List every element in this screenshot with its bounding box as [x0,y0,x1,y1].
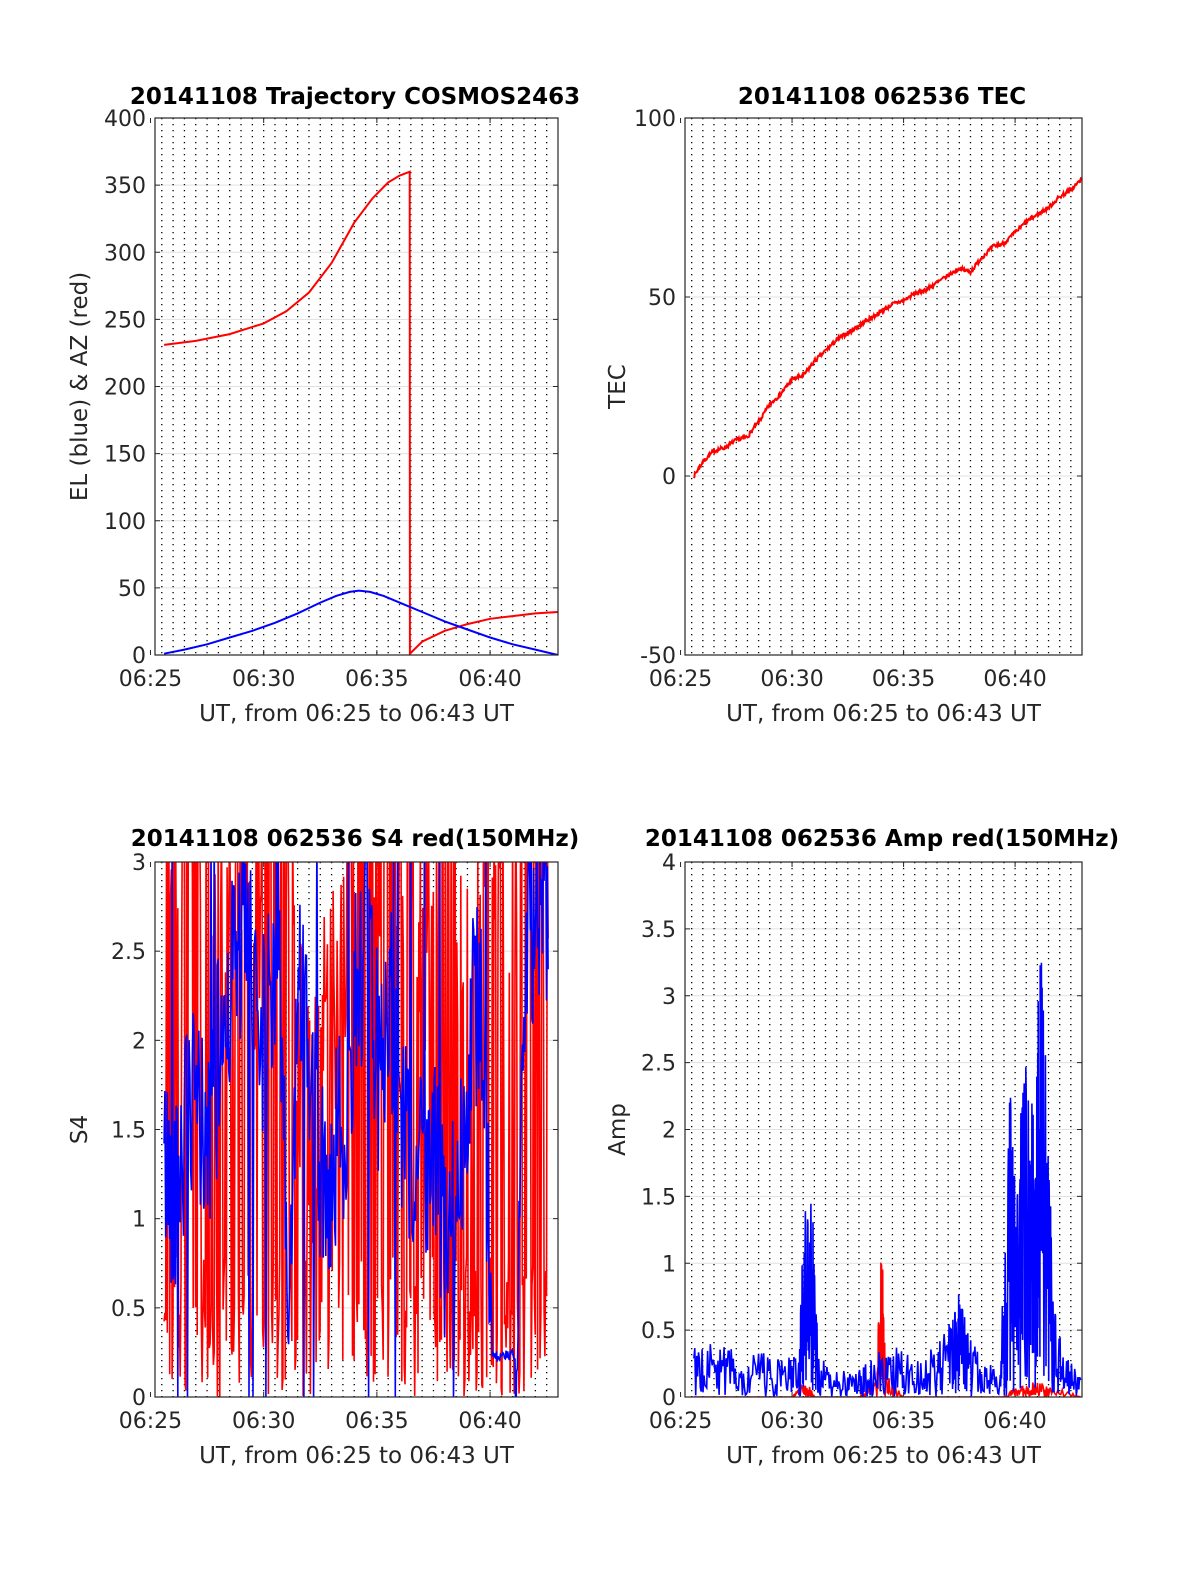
y-axis-label: EL (blue) & AZ (red) [67,272,93,501]
y-tick-label: 3.5 [641,918,676,943]
y-tick-label: 350 [104,174,146,199]
chart-panel-1: 0 50 100 150 200 250 300 350 400 06:25 06:30 06:35 0… [67,84,580,727]
x-axis-label: UT, from 06:25 to 06:43 UT [199,701,515,727]
chart-panel-4: 0 0.5 1 1.5 2 2.5 3 3.5 4 06:25 06:30 06:35 06:40 201… [605,826,1119,1469]
x-tick-label: 06:25 [649,667,712,692]
series-line-2 [163,589,558,655]
x-tick-label: 06:25 [119,1409,182,1434]
y-tick-label: 0 [132,1386,146,1411]
x-tick-label: 06:35 [872,667,935,692]
x-axis-label: UT, from 06:25 to 06:43 UT [199,1443,515,1469]
y-axis-label: S4 [67,1115,93,1144]
axes-box [154,117,559,656]
y-tick-label: 2.5 [111,940,146,965]
x-tick-label: 06:30 [760,667,823,692]
y-tick-label: 400 [104,107,146,132]
series-line-2 [693,962,1082,1397]
y-tick-label: 1.5 [641,1185,676,1210]
y-tick-label: 1.5 [111,1119,146,1144]
x-tick-label: 06:40 [983,1409,1046,1434]
y-tick-label: 0 [662,465,676,490]
y-tick-label: 0 [662,1386,676,1411]
y-tick-label: 2 [662,1119,676,1144]
x-tick-label: 06:40 [458,667,521,692]
y-tick-label: 1 [662,1252,676,1277]
plot-area [685,118,1082,655]
chart-title: 20141108 062536 TEC [738,84,1026,110]
chart-title: 20141108 062536 Amp red(150MHz) [645,826,1119,852]
y-tick-label: 150 [104,443,146,468]
y-tick-label: 0.5 [641,1319,676,1344]
chart-title: 20141108 062536 S4 red(150MHz) [131,826,580,852]
x-tick-label: 06:40 [458,1409,521,1434]
y-tick-label: 50 [118,577,146,602]
x-tick-label: 06:35 [345,667,408,692]
series-group [693,177,1082,479]
y-tick-label: 50 [648,286,676,311]
y-tick-label: 100 [634,107,676,132]
x-tick-label: 06:25 [119,667,182,692]
y-tick-label: 0 [132,644,146,669]
series-group [693,962,1082,1397]
series-group [163,862,549,1397]
y-tick-label: 2.5 [641,1052,676,1077]
chart-title: 20141108 Trajectory COSMOS2463 [130,84,580,110]
y-axis-label: Amp [605,1103,631,1156]
x-axis-label: UT, from 06:25 to 06:43 UT [726,1443,1042,1469]
y-tick-label: -50 [640,644,676,669]
y-tick-label: 3 [662,985,676,1010]
y-tick-label: 0.5 [111,1297,146,1322]
x-axis-label: UT, from 06:25 to 06:43 UT [726,701,1042,727]
y-tick-label: 2 [132,1029,146,1054]
series-line-2 [163,862,549,1397]
x-tick-label: 06:25 [649,1409,712,1434]
y-tick-label: 300 [104,241,146,266]
series-line-1 [693,1262,1081,1397]
y-tick-label: 200 [104,376,146,401]
y-tick-label: 100 [104,510,146,535]
axes-box [154,861,559,1398]
y-tick-label: 3 [132,851,146,876]
chart-panel-2: -50 0 50 100 06:25 06:30 06:35 06:40 20141108 06… [605,84,1083,727]
series-line-1 [163,170,558,655]
chart-panel-3: 0 0.5 1 1.5 2 2.5 3 06:25 06:30 06:35 06:40 2014110… [67,826,580,1469]
x-tick-label: 06:35 [345,1409,408,1434]
series-line-1 [693,177,1082,479]
axes-box [684,117,1083,656]
y-tick-label: 4 [662,851,676,876]
x-tick-label: 06:30 [760,1409,823,1434]
x-tick-label: 06:40 [983,667,1046,692]
x-tick-label: 06:30 [232,667,295,692]
x-tick-label: 06:30 [232,1409,295,1434]
x-tick-label: 06:35 [872,1409,935,1434]
y-axis-label: TEC [605,364,631,410]
series-group [163,170,558,655]
y-tick-label: 1 [132,1208,146,1233]
axes-box [684,861,1083,1398]
y-tick-label: 250 [104,308,146,333]
